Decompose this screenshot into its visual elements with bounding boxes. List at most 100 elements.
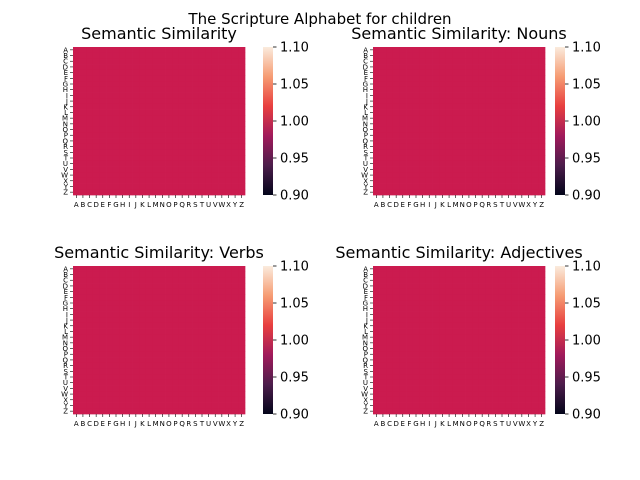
heatmap-cell — [379, 379, 387, 386]
heatmap-cell — [379, 391, 387, 398]
x-tick-label: A — [74, 420, 79, 428]
heatmap-cell — [492, 172, 500, 179]
heatmap-cell — [452, 103, 460, 110]
heatmap-cell — [386, 277, 394, 284]
heatmap-cell — [99, 288, 107, 295]
heatmap-cell — [73, 126, 80, 133]
heatmap-cell — [538, 357, 546, 364]
heatmap-cell — [172, 271, 180, 278]
heatmap-cell — [79, 379, 87, 386]
heatmap-cell — [492, 328, 500, 335]
heatmap-cell — [525, 177, 533, 184]
heatmap-cell — [478, 266, 486, 273]
heatmap-cell — [238, 75, 246, 82]
heatmap-cell — [159, 396, 166, 403]
heatmap-cell — [172, 160, 180, 167]
heatmap-cell — [406, 183, 414, 190]
heatmap-cell — [452, 47, 460, 54]
y-tick-label: M — [62, 115, 68, 123]
heatmap-cell — [231, 334, 239, 341]
heatmap-cell — [205, 288, 213, 295]
heatmap-cell — [373, 143, 380, 150]
y-tick-label: J — [365, 317, 368, 325]
heatmap-cell — [198, 328, 206, 335]
heatmap-cell — [498, 143, 506, 150]
heatmap-cell — [373, 160, 380, 167]
heatmap-cell — [538, 115, 546, 122]
heatmap-cell — [392, 121, 400, 128]
heatmap-cell — [205, 271, 213, 278]
heatmap-cell — [159, 334, 166, 341]
heatmap-cell — [373, 379, 380, 386]
heatmap-cell — [112, 81, 120, 88]
heatmap-cell — [419, 177, 427, 184]
heatmap-cell — [79, 86, 87, 93]
heatmap-cell — [145, 160, 153, 167]
heatmap-cell — [386, 58, 394, 65]
heatmap-cell — [139, 391, 147, 398]
heatmap-cell — [119, 334, 127, 341]
heatmap-cell — [172, 115, 180, 122]
heatmap-cell — [112, 58, 120, 65]
heatmap-cell — [392, 277, 400, 284]
heatmap-cell — [73, 402, 80, 409]
heatmap-cell — [459, 396, 466, 403]
y-tick-label: Z — [363, 408, 368, 416]
heatmap-cell — [119, 396, 127, 403]
colorbar-tick-label: 0.95 — [572, 152, 601, 167]
heatmap-cell — [225, 391, 233, 398]
heatmap-cell — [439, 266, 447, 273]
heatmap-cell — [205, 283, 213, 290]
heatmap-cell — [79, 92, 87, 99]
heatmap-cell — [531, 391, 539, 398]
heatmap-cell — [498, 81, 506, 88]
heatmap-cell — [459, 283, 466, 290]
heatmap-cell — [425, 149, 433, 156]
heatmap-cell — [185, 86, 193, 93]
heatmap-cell — [178, 132, 186, 139]
heatmap-cell — [412, 368, 420, 375]
heatmap-cell — [125, 379, 133, 386]
heatmap-cell — [472, 64, 480, 71]
heatmap-cell — [452, 166, 460, 173]
heatmap-cell — [399, 143, 407, 150]
heatmap-cell — [445, 189, 453, 196]
heatmap-cell — [159, 183, 166, 190]
x-tick-label: S — [193, 420, 198, 428]
y-tick-label: A — [363, 46, 368, 54]
heatmap-cell — [211, 160, 219, 167]
heatmap-cell — [498, 385, 506, 392]
heatmap-cell — [218, 149, 226, 156]
y-tick-label: X — [63, 396, 68, 404]
heatmap-cell — [145, 75, 153, 82]
heatmap-cell — [472, 81, 480, 88]
heatmap-cell — [198, 300, 206, 307]
heatmap-cell — [192, 58, 200, 65]
heatmap-cell — [198, 183, 206, 190]
x-tick-label: D — [93, 201, 98, 209]
heatmap-cell — [112, 189, 120, 196]
heatmap-cell — [92, 305, 100, 312]
heatmap-cell — [205, 126, 213, 133]
heatmap-cell — [432, 357, 440, 364]
heatmap-cell — [132, 391, 140, 398]
x-tick-label: Y — [532, 420, 538, 428]
heatmap-cell — [492, 351, 500, 358]
heatmap-cell — [159, 283, 166, 290]
heatmap-cell — [531, 379, 539, 386]
heatmap-cell — [238, 396, 246, 403]
y-tick-label: P — [64, 132, 68, 140]
heatmap-cell — [439, 126, 447, 133]
heatmap-cell — [439, 379, 447, 386]
heatmap-cell — [238, 160, 246, 167]
heatmap-cell — [518, 143, 526, 150]
heatmap-cell — [538, 340, 546, 347]
heatmap-cell — [459, 368, 466, 375]
heatmap-cell — [445, 109, 453, 116]
heatmap-cell — [172, 345, 180, 352]
heatmap-cell — [132, 160, 140, 167]
heatmap-cell — [505, 172, 513, 179]
heatmap-cell — [498, 172, 506, 179]
heatmap-cell — [132, 183, 140, 190]
heatmap-cell — [406, 362, 414, 369]
